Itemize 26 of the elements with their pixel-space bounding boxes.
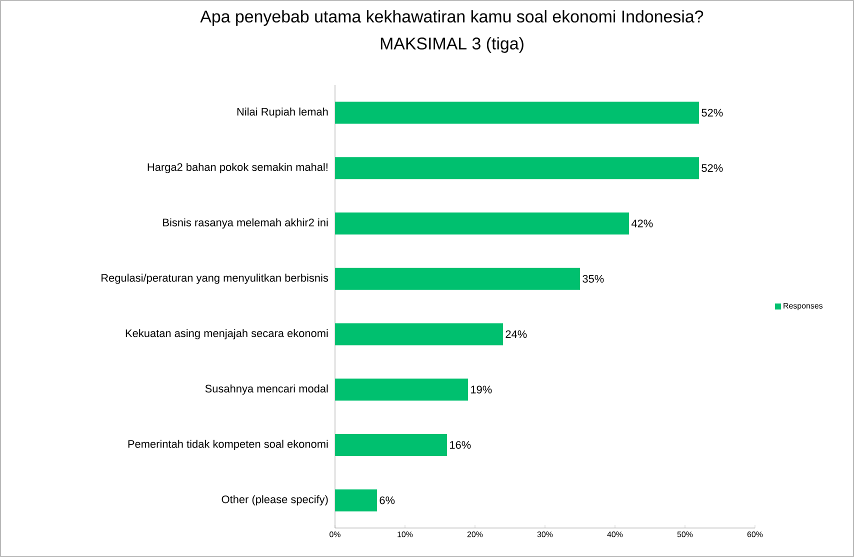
data-label: 16% xyxy=(450,441,471,449)
y-tick-label: Bisnis rasanya melemah akhir2 ini xyxy=(163,218,328,229)
data-label: 52% xyxy=(702,108,723,117)
data-label: 35% xyxy=(582,274,604,283)
bar xyxy=(335,212,630,234)
bar xyxy=(335,268,580,290)
bar xyxy=(335,323,504,346)
y-tick-label: Regulasi/peraturan yang menyulitkan berbisnis xyxy=(102,274,328,284)
data-label: 24% xyxy=(506,330,527,338)
chart-subtitle: MAKSIMAL 3 (tiga) xyxy=(380,37,524,53)
y-tick-label: Harga2 bahan pokok semakin mahal! xyxy=(148,162,328,174)
bar xyxy=(335,157,700,180)
data-label: 52% xyxy=(702,164,723,172)
y-tick-label: Susahnya mencari modal xyxy=(205,384,328,395)
data-label: 42% xyxy=(631,220,653,228)
data-label: 6% xyxy=(380,496,395,504)
y-tick-label: Nilai Rupiah lemah xyxy=(237,108,328,118)
y-tick-label: Other (please specify) xyxy=(222,495,328,506)
data-label: 19% xyxy=(471,386,492,394)
bar xyxy=(335,102,700,124)
y-tick-label: Kekuatan asing menjajah secara ekonomi xyxy=(126,329,328,340)
y-tick-label: Pemerintah tidak kompeten soal ekonomi xyxy=(128,440,328,450)
chart-title: Apa penyebab utama kekhawatiran kamu soal ekonomi Indonesia? xyxy=(200,10,704,26)
bar xyxy=(335,434,447,456)
bar xyxy=(335,378,468,401)
bar xyxy=(335,489,377,512)
